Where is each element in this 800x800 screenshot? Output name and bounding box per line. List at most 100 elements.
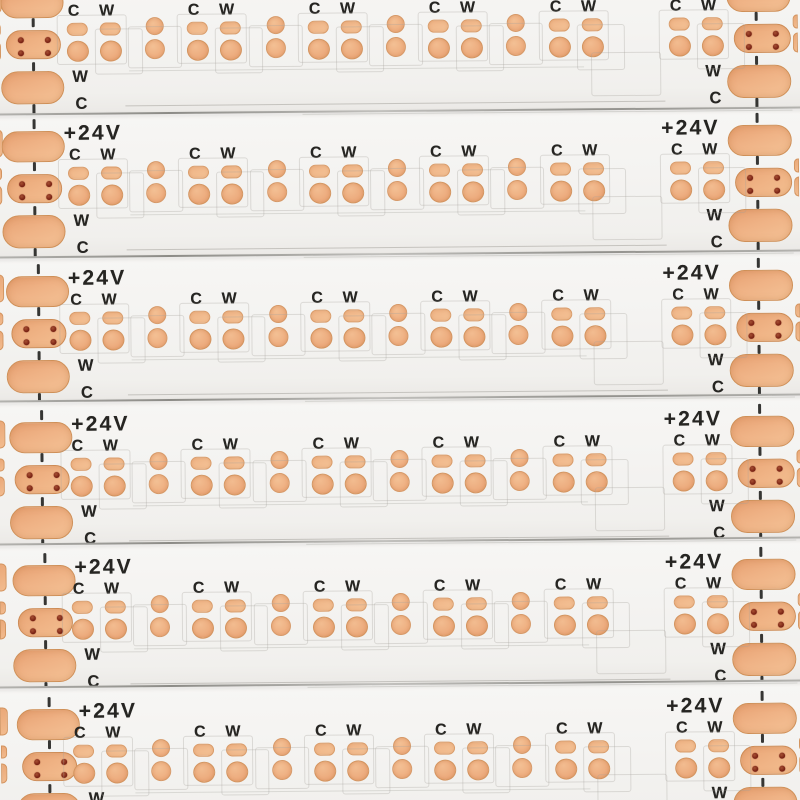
trace-outline [253, 602, 309, 646]
connector-pad-4hole [7, 173, 63, 204]
through-hole [745, 30, 752, 37]
trace-outline [249, 168, 305, 212]
edge-fragment-pad [0, 563, 7, 592]
through-hole [29, 627, 37, 634]
through-hole [17, 49, 24, 56]
through-hole [46, 193, 53, 200]
through-hole [26, 484, 33, 491]
cut-mark [40, 497, 44, 507]
edge-fragment-pad [0, 167, 3, 181]
trace-outline [491, 311, 546, 355]
label-24v: +24V [63, 121, 123, 145]
cut-mark [757, 344, 761, 354]
through-hole [19, 180, 26, 187]
cut-mark [760, 633, 763, 643]
cut-mark [759, 589, 763, 599]
trace-outline [696, 22, 746, 70]
through-hole [50, 338, 57, 345]
label-w-end: W [72, 67, 89, 86]
through-hole [747, 187, 754, 194]
trace-outline [132, 603, 188, 647]
label-c-end: C [76, 238, 89, 257]
trace-outline [130, 314, 185, 358]
through-hole [46, 180, 53, 187]
label-24v: +24V [661, 116, 720, 140]
edge-fragment-pad [796, 449, 800, 464]
label-24v: +24V [67, 266, 127, 290]
through-hole [775, 332, 782, 339]
cut-mark [759, 546, 762, 557]
trace-outline [134, 747, 189, 791]
trace-outline [590, 51, 662, 97]
trace-outline [371, 312, 426, 356]
cut-mark [36, 264, 40, 275]
solder-pad-large [730, 415, 795, 448]
cut-mark [758, 446, 762, 456]
through-hole [44, 36, 51, 43]
edge-fragment-pad [1, 763, 8, 784]
cut-mark [756, 199, 759, 209]
cut-mark [33, 206, 36, 216]
label-24v: +24V [71, 412, 130, 436]
cut-mark [758, 403, 761, 414]
trace-outline [373, 601, 429, 645]
solder-pad-large [6, 359, 70, 394]
edge-fragment-pad [0, 745, 8, 759]
cut-mark [758, 490, 762, 500]
edge-fragment-pad [0, 0, 2, 14]
through-hole [23, 325, 30, 332]
solder-pad-large [1, 130, 65, 163]
trace-outline [252, 459, 307, 503]
through-hole [17, 36, 24, 43]
label-24v: +24V [78, 699, 138, 723]
edge-fragment-pad [0, 619, 7, 640]
cut-mark [760, 690, 764, 701]
edge-fragment-pad [0, 330, 4, 351]
edge-fragment-pad [0, 185, 3, 206]
through-hole [745, 43, 752, 50]
connector-pad-4hole [11, 318, 67, 349]
cut-mark [37, 351, 41, 361]
cut-mark [48, 784, 51, 794]
cut-mark [755, 112, 759, 123]
through-hole [750, 621, 757, 628]
trace-outline [255, 746, 310, 790]
trace-outline [131, 460, 186, 504]
through-hole [779, 752, 786, 759]
trace-line [126, 244, 667, 251]
label-w-end: W [73, 211, 90, 230]
label-c-end: C [710, 233, 723, 252]
label-c-end: C [709, 89, 722, 108]
edge-fragment-pad [0, 601, 6, 615]
edge-fragment-pad [0, 129, 3, 158]
trace-outline [372, 458, 427, 502]
through-hole [19, 193, 26, 200]
through-hole [776, 465, 783, 472]
solder-pad-large [1, 70, 65, 105]
through-hole [749, 478, 756, 485]
cut-mark [761, 777, 764, 787]
solder-pad-large [5, 275, 70, 308]
edge-fragment-pad [0, 41, 2, 62]
edge-fragment-pad [796, 467, 800, 488]
through-hole [50, 325, 57, 332]
label-w-end: W [81, 502, 97, 521]
solder-pad-large [12, 564, 76, 597]
through-hole [29, 614, 36, 621]
through-hole [774, 187, 781, 194]
solder-pad-large [9, 505, 74, 540]
cut-mark [755, 55, 758, 65]
trace-outline [251, 313, 306, 357]
cut-mark [43, 596, 47, 606]
solder-pad-large [732, 702, 797, 735]
through-hole [748, 319, 755, 326]
through-hole [53, 484, 60, 491]
through-hole [750, 608, 757, 615]
solder-pad-large [731, 558, 796, 591]
